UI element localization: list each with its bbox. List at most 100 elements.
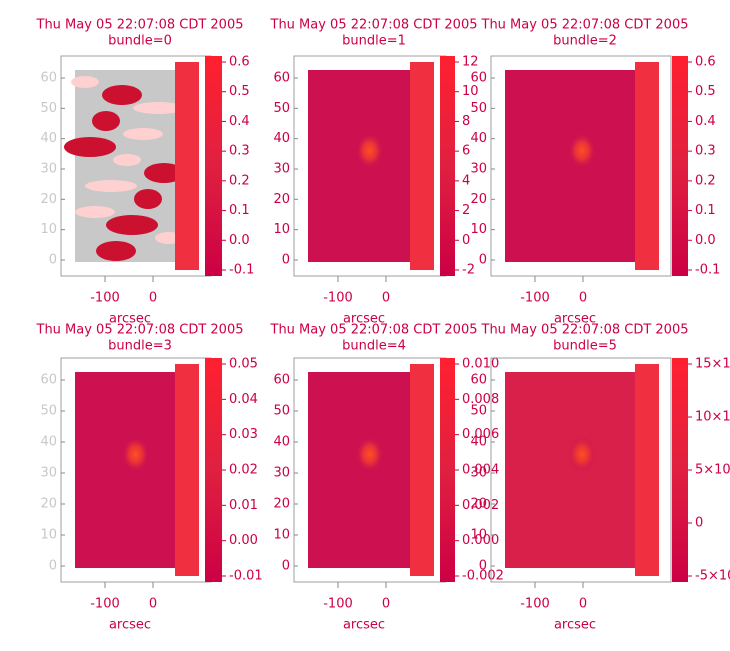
- colorbar-label: 0.004: [462, 463, 499, 478]
- colorbar-label: 8: [462, 114, 470, 129]
- y-tick-label: 20: [470, 497, 487, 512]
- x-tick-label: -100: [90, 597, 120, 612]
- colorbar-label: 5×10-4: [695, 463, 730, 478]
- colorbar-label: 0: [695, 516, 703, 531]
- y-tick-label: 20: [470, 192, 487, 207]
- colorbar-label: 0.5: [695, 84, 716, 99]
- y-tick-label: 50: [40, 101, 57, 116]
- y-tick-label: 10: [273, 528, 290, 543]
- colorbar-label: 0.0: [695, 233, 716, 248]
- colorbar-label: 0.2: [229, 173, 250, 188]
- colorbar-label: 0.03: [229, 427, 258, 442]
- y-tick-label: 50: [273, 404, 290, 419]
- y-tick-label: 10: [40, 528, 57, 543]
- y-tick-label: 20: [40, 192, 57, 207]
- x-tick-label: 0: [382, 597, 390, 612]
- colorbar-label: 0.3: [229, 144, 250, 159]
- panel-title: Thu May 05 22:07:08 CDT 2005: [36, 323, 244, 338]
- side-strip: [410, 364, 434, 576]
- y-tick-label: 30: [470, 466, 487, 481]
- heatmap-patch: [85, 180, 137, 192]
- y-tick-label: 0: [282, 559, 290, 574]
- heatmap-patch: [106, 215, 158, 235]
- heatmap-patch: [102, 85, 142, 105]
- colorbar-label: 10×10-4: [695, 410, 730, 425]
- y-tick-label: 60: [40, 373, 57, 388]
- y-tick-label: 10: [273, 222, 290, 237]
- colorbar-label: 0.6: [229, 55, 250, 70]
- panel-subtitle: bundle=5: [553, 339, 617, 354]
- colorbar-label: 15×10-4: [695, 357, 730, 372]
- colorbar-label: 0: [462, 233, 470, 248]
- colorbar-label: 0.0: [229, 233, 250, 248]
- colorbar-label: 0.1: [229, 203, 250, 218]
- colorbar-label: 0.4: [695, 114, 716, 129]
- colorbar-label: -0.1: [229, 263, 254, 278]
- colorbar-label: -0.002: [462, 569, 504, 584]
- panel-title: Thu May 05 22:07:08 CDT 2005: [36, 18, 244, 33]
- y-tick-label: 30: [40, 466, 57, 481]
- y-tick-label: 40: [470, 435, 487, 450]
- colorbar-label: 0.00: [229, 533, 258, 548]
- y-tick-label: 40: [470, 131, 487, 146]
- panel-subtitle: bundle=4: [342, 339, 406, 354]
- colorbar-label: 0.02: [229, 463, 258, 478]
- x-tick-label: -100: [520, 291, 550, 306]
- heatmap-blob: [121, 436, 150, 473]
- colorbar-label: 0.1: [695, 203, 716, 218]
- y-tick-label: 0: [49, 253, 57, 268]
- colorbar-label: 0.3: [695, 144, 716, 159]
- y-tick-label: 50: [470, 101, 487, 116]
- y-tick-label: 20: [40, 497, 57, 512]
- side-strip: [410, 62, 434, 270]
- y-tick-label: 50: [273, 101, 290, 116]
- colorbar-label: 12: [462, 55, 479, 70]
- heatmap-blob: [355, 436, 384, 473]
- heatmap-patch: [144, 163, 184, 183]
- side-strip: [635, 62, 659, 270]
- colorbar-label: 0.008: [462, 392, 499, 407]
- colorbar-label: 0.6: [695, 55, 716, 70]
- y-tick-label: 40: [273, 435, 290, 450]
- x-tick-label: 0: [382, 291, 390, 306]
- colorbar-label: -0.01: [229, 569, 263, 584]
- heatmap-blob: [568, 436, 596, 473]
- y-tick-label: 60: [470, 71, 487, 86]
- colorbar-label: 0.04: [229, 392, 258, 407]
- x-tick-label: -100: [323, 597, 353, 612]
- heatmap-blob: [355, 132, 384, 169]
- y-tick-label: 0: [479, 253, 487, 268]
- colorbar-label: 0.2: [695, 173, 716, 188]
- y-tick-label: 0: [282, 253, 290, 268]
- colorbar: [205, 56, 222, 276]
- colorbar-label: 0.5: [229, 84, 250, 99]
- heatmap-patch: [71, 76, 99, 88]
- y-tick-label: 10: [470, 528, 487, 543]
- plot-frame: [490, 357, 672, 583]
- colorbar: [440, 56, 455, 276]
- colorbar-label: -0.1: [695, 263, 720, 278]
- y-tick-label: 30: [470, 162, 487, 177]
- colorbar-label: -2: [462, 263, 475, 278]
- y-tick-label: 60: [273, 373, 290, 388]
- heatmap-patch: [75, 206, 115, 218]
- x-tick-label: 0: [149, 597, 157, 612]
- colorbar-label: 0.01: [229, 498, 258, 513]
- y-tick-label: 30: [40, 162, 57, 177]
- colorbar-label: 0.010: [462, 357, 499, 372]
- y-tick-label: 10: [40, 222, 57, 237]
- panel-title: Thu May 05 22:07:08 CDT 2005: [481, 323, 689, 338]
- y-tick-label: 10: [470, 222, 487, 237]
- y-tick-label: 20: [273, 192, 290, 207]
- heatmap-patch: [134, 189, 162, 209]
- heatmap-patch: [64, 137, 116, 157]
- colorbar: [672, 56, 688, 276]
- colorbar: [672, 358, 688, 582]
- x-tick-label: -100: [90, 291, 120, 306]
- y-tick-label: 40: [40, 435, 57, 450]
- panel-title: Thu May 05 22:07:08 CDT 2005: [270, 18, 478, 33]
- y-tick-label: 40: [273, 131, 290, 146]
- x-tick-label: 0: [149, 291, 157, 306]
- colorbar: [440, 358, 455, 582]
